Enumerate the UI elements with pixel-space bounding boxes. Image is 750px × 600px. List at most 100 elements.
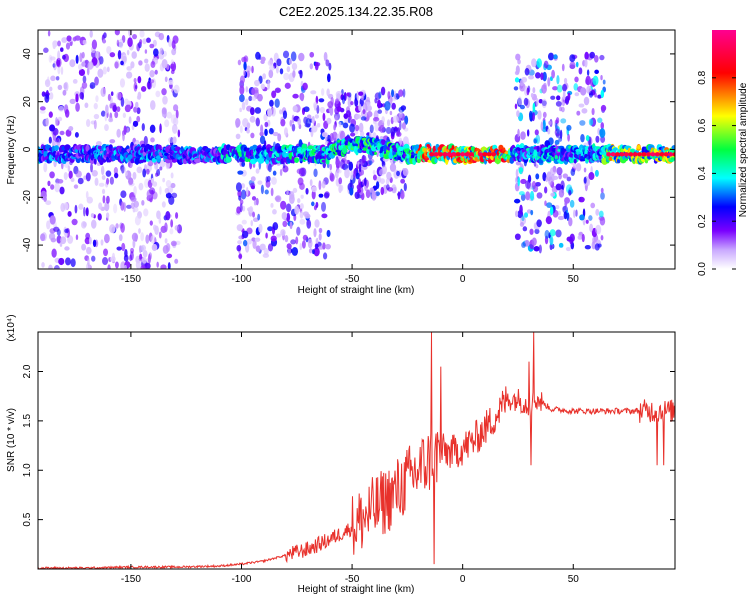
spectrogram-cell	[535, 98, 539, 107]
spectrogram-cell	[391, 89, 395, 98]
spectrogram-cell	[294, 205, 300, 215]
spectrogram-cell	[49, 171, 55, 179]
spectrogram-cell	[393, 186, 397, 192]
spectrogram-cell	[150, 60, 156, 69]
spectrogram-cell	[592, 236, 596, 244]
spectrogram-cell	[371, 191, 377, 201]
spectrogram-cell	[260, 124, 264, 134]
spectrogram-cell	[289, 194, 295, 205]
spectrogram-cell	[62, 54, 66, 60]
spectrogram-cell	[123, 264, 128, 269]
spectrogram-cell	[259, 135, 266, 145]
spectrogram-cell	[241, 161, 246, 167]
spectrogram-cell	[39, 106, 46, 111]
spectrogram-cell	[547, 77, 551, 87]
spectrogram-cell	[243, 61, 247, 71]
spectrogram-cell	[160, 264, 167, 269]
spectrogram-cell	[270, 187, 274, 197]
spectrogram-cell	[302, 234, 308, 241]
spectrogram-cell	[136, 107, 141, 115]
spectrogram-cell	[235, 182, 242, 192]
spectrogram-cell	[298, 52, 305, 62]
spectrogram-cell	[334, 98, 340, 105]
spectrogram-cell	[299, 203, 304, 210]
spectrogram-cell	[167, 262, 171, 269]
spectrogram-cell	[292, 70, 296, 78]
spectrogram-cell	[64, 109, 70, 118]
spectrogram-cell	[599, 128, 606, 139]
spectrogram-cell	[378, 91, 382, 99]
spectrogram-cell	[569, 199, 575, 208]
spectrogram-cell	[514, 210, 519, 218]
spectrogram-cell	[307, 145, 314, 150]
spectrogram-cell	[575, 163, 582, 172]
spectrogram-cell	[591, 241, 596, 250]
spectrogram-cell	[152, 181, 158, 187]
spectrogram-cell	[119, 78, 126, 88]
spectrogram-cell	[78, 68, 86, 77]
spectrogram-cell	[289, 119, 293, 127]
spectrogram-cell	[290, 239, 297, 245]
spectrogram-cell	[562, 205, 569, 214]
spectrogram-cell	[239, 75, 246, 84]
spectrogram-cell	[313, 101, 318, 109]
spectrogram-cell	[252, 217, 259, 223]
y-tick-label: -40	[22, 237, 33, 252]
spectrogram-cell	[145, 234, 150, 244]
spectrogram-cell	[350, 132, 356, 137]
spectrogram-cell	[141, 257, 147, 264]
spectrogram-cell	[398, 89, 404, 97]
x-tick-label: -100	[231, 574, 251, 585]
spectrogram-cell	[68, 170, 73, 180]
spectrogram-cell	[534, 228, 540, 235]
spectrogram-cell	[515, 53, 521, 61]
spectrogram-cell	[264, 189, 269, 195]
spectrogram-cell	[249, 107, 255, 116]
spectrogram-cell	[584, 245, 591, 250]
spectrogram-cell	[334, 115, 338, 122]
spectrogram-cell	[130, 196, 137, 202]
spectrogram-cell	[358, 122, 364, 133]
colorbar-label: Normalized spectral amplitude	[738, 82, 749, 217]
spectrogram-cell	[105, 104, 109, 114]
spectrogram-cell	[558, 188, 565, 198]
spectrogram-cell	[282, 220, 288, 228]
spectrogram-cell	[75, 170, 82, 178]
spectrogram-cell	[549, 206, 554, 216]
spectrogram-cell	[451, 152, 457, 157]
spectrogram-cell	[300, 94, 304, 102]
spectrogram-cell	[165, 243, 171, 252]
spectrogram-cell	[60, 202, 66, 212]
spectrogram-cell	[84, 102, 89, 109]
spectrogram-cell	[365, 189, 371, 199]
spectrogram-cell	[75, 93, 79, 103]
spectrogram-y-ticks: -40 -20 0 20 40	[22, 48, 675, 252]
spectrogram-cell	[588, 118, 594, 126]
spectrogram-cell	[548, 120, 552, 125]
spectrogram-cell	[326, 229, 331, 238]
spectrogram-cell	[309, 63, 313, 70]
spectrogram-cell	[111, 252, 115, 261]
spectrogram-x-label: Height of straight line (km)	[298, 285, 415, 296]
spectrogram-cell	[245, 86, 249, 93]
spectrogram-cell	[136, 166, 143, 174]
spectrogram-cell	[140, 264, 146, 269]
spectrogram-cell	[567, 133, 570, 142]
spectrogram-cell	[159, 159, 166, 168]
spectrogram-cell	[464, 152, 470, 157]
y-tick-label: -20	[22, 190, 33, 205]
spectrogram-cell	[579, 120, 586, 126]
spectrogram-cell	[107, 93, 111, 102]
spectrogram-cell	[295, 236, 299, 245]
spectrogram-cell	[645, 152, 651, 157]
spectrogram-cell	[104, 111, 108, 122]
spectrogram-cell	[74, 204, 78, 214]
spectrogram-cell	[578, 196, 585, 203]
spectrogram-cell	[120, 97, 125, 107]
spectrogram-cell	[159, 186, 162, 195]
spectrogram-cell	[299, 210, 304, 219]
spectrogram-cell	[381, 165, 387, 175]
spectrogram-cell	[600, 192, 605, 200]
spectrogram-cell	[282, 50, 290, 59]
spectrogram-cell	[149, 100, 156, 111]
